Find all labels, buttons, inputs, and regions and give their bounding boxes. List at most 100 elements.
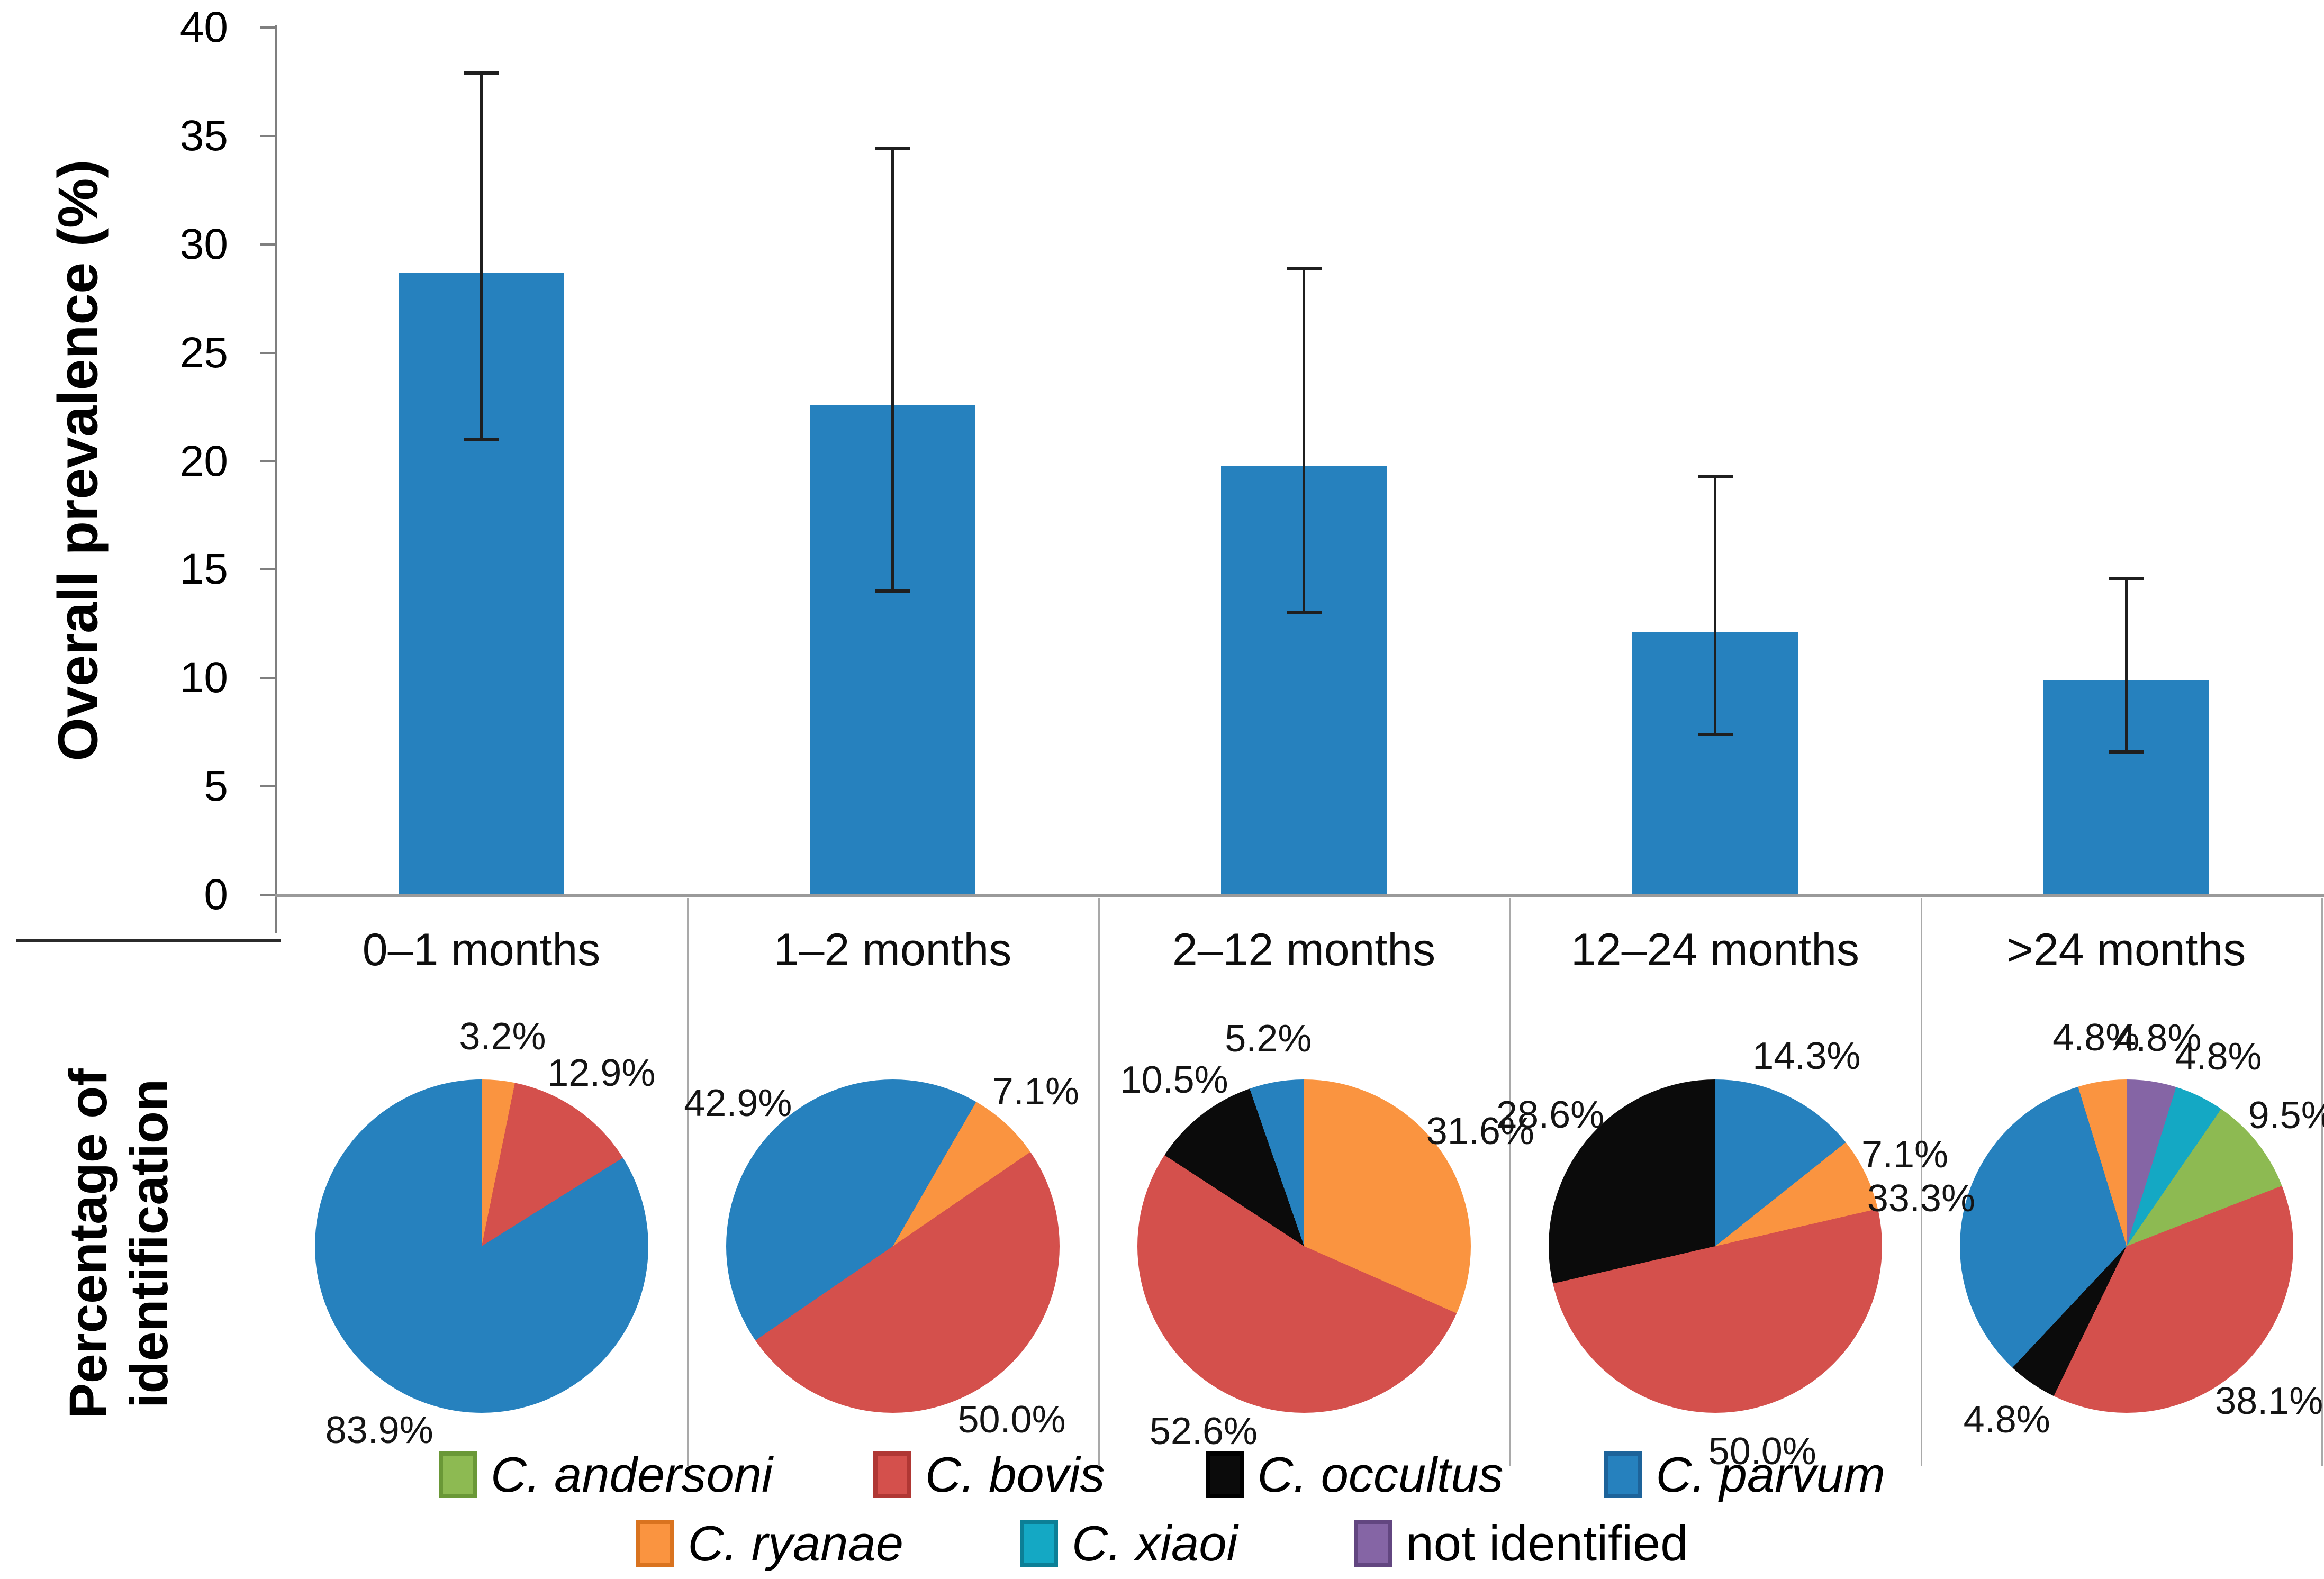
pie->24 months	[1959, 1079, 2293, 1413]
pie-slice-label-not identified: 4.8%	[2114, 1017, 2202, 1059]
legend-item-C. occultus: C. occultus	[1205, 1447, 1504, 1502]
pie-slice-label-C. bovis: 12.9%	[547, 1051, 656, 1094]
error-bar-cap-top	[875, 147, 910, 151]
error-bar-cap-bottom	[2109, 750, 2144, 754]
y-tick-mark	[260, 243, 276, 246]
legend-item-not identified: not identified	[1354, 1519, 1688, 1568]
pie-slice-label-C. xiaoi: 4.8%	[2175, 1036, 2262, 1078]
error-bar-line	[1714, 476, 1716, 734]
left-gutter-divider	[16, 939, 281, 942]
column-separator	[1509, 898, 1511, 1466]
legend-row-1: C. andersoni C. bovis C. occultus C. parvum	[0, 1446, 2324, 1504]
error-bar-cap-top	[1697, 475, 1733, 478]
legend-item-C. xiaoi: C. xiaoi	[1020, 1519, 1237, 1568]
y-tick-label: 40	[179, 3, 228, 51]
pie-row-title-line1: Percentage of	[59, 1068, 118, 1419]
error-bar-line	[1303, 268, 1305, 613]
pie-slice-label-C. ryanae: 7.1%	[992, 1070, 1079, 1113]
y-tick-label: 25	[179, 328, 228, 377]
pie-slice-label-C. bovis: 50.0%	[1708, 1430, 1816, 1473]
pie-slice-label-C. ryanae: 7.1%	[1861, 1133, 1949, 1176]
y-tick-label: 30	[179, 220, 228, 268]
error-bar-cap-bottom	[875, 589, 910, 593]
legend-row-2: C. ryanae C. xiaoi not identified	[0, 1514, 2324, 1573]
pie-slice-label-C. ryanae: 31.6%	[1426, 1110, 1534, 1153]
y-tick-mark	[260, 568, 276, 571]
y-tick-mark	[260, 351, 276, 354]
pie-slice-label-C. parvum: 83.9%	[325, 1409, 433, 1452]
y-tick-mark	[260, 894, 276, 896]
error-bar-cap-bottom	[464, 438, 499, 441]
y-axis-line	[275, 25, 277, 933]
y-tick-label: 20	[179, 437, 228, 485]
pie-slice-label-C. occultus: 28.6%	[1496, 1094, 1605, 1137]
legend-swatch-C. parvum	[1604, 1451, 1642, 1498]
pie-row-title-line2: identification	[120, 1078, 179, 1409]
legend-swatch-C. andersoni	[438, 1451, 477, 1498]
pie-slice-label-C. occultus: 10.5%	[1120, 1059, 1228, 1102]
column-separator	[687, 898, 689, 1466]
legend-label-C. andersoni: C. andersoni	[490, 1447, 773, 1502]
y-tick-label: 0	[204, 870, 228, 919]
error-bar-cap-bottom	[1697, 732, 1733, 736]
y-tick-mark	[260, 677, 276, 679]
y-tick-label: 10	[179, 654, 228, 702]
legend-swatch-C. xiaoi	[1020, 1520, 1058, 1567]
legend-swatch-C. occultus	[1205, 1451, 1244, 1498]
y-tick-label: 5	[204, 762, 228, 811]
legend-label-not identified: not identified	[1406, 1516, 1688, 1571]
legend-label-C. xiaoi: C. xiaoi	[1072, 1516, 1238, 1571]
legend-label-C. ryanae: C. ryanae	[688, 1516, 903, 1571]
error-bar-line	[2125, 578, 2128, 752]
column-separator	[1921, 898, 1922, 1466]
y-tick-mark	[260, 460, 276, 462]
legend-swatch-C. bovis	[873, 1451, 911, 1498]
pie-12–24 months	[1548, 1079, 1882, 1413]
x-axis-line	[275, 894, 2324, 897]
pie-1–2 months	[726, 1079, 1060, 1413]
pie-slice-label-C. bovis: 38.1%	[2215, 1380, 2323, 1422]
column-separator	[1098, 898, 1100, 1466]
x-axis-zero-stub	[275, 895, 277, 932]
pie-row-title: Percentage of identification	[58, 1068, 180, 1418]
pie-slice-label-C. parvum: 42.9%	[684, 1082, 792, 1124]
legend-label-C. parvum: C. parvum	[1656, 1447, 1886, 1502]
legend-item-C. parvum: C. parvum	[1604, 1450, 1885, 1500]
y-tick-mark	[260, 785, 276, 788]
x-axis-label-1–2 months: 1–2 months	[773, 924, 1012, 975]
legend-label-C. occultus: C. occultus	[1257, 1447, 1504, 1502]
error-bar-cap-top	[1286, 266, 1322, 270]
y-tick-mark	[260, 26, 276, 29]
error-bar-line	[480, 73, 483, 440]
pie-slice-label-C. parvum: 14.3%	[1752, 1035, 1861, 1078]
pie-slice-label-C. bovis: 52.6%	[1149, 1410, 1258, 1453]
pie-slice-label-C. parvum: 5.2%	[1225, 1017, 1312, 1060]
pie-slice-label-C. andersoni: 9.5%	[2248, 1094, 2324, 1137]
pie-slice-label-C. occultus: 4.8%	[1963, 1398, 2050, 1441]
x-axis-label-0–1 months: 0–1 months	[362, 924, 601, 975]
error-bar-cap-top	[464, 71, 499, 75]
column-separator-right-edge	[2321, 898, 2323, 1466]
y-tick-label: 35	[179, 111, 228, 160]
legend-swatch-C. ryanae	[636, 1520, 674, 1567]
pie-slice-label-C. ryanae: 4.8%	[2052, 1017, 2140, 1059]
x-axis-label-12–24 months: 12–24 months	[1570, 924, 1860, 975]
pie-0–1 months	[314, 1079, 648, 1413]
legend-item-C. ryanae: C. ryanae	[636, 1519, 903, 1568]
y-tick-mark	[260, 134, 276, 137]
legend-swatch-not identified	[1354, 1520, 1392, 1567]
x-axis-label-2–12 months: 2–12 months	[1172, 924, 1436, 975]
legend-label-C. bovis: C. bovis	[925, 1447, 1105, 1502]
pie-2–12 months	[1137, 1079, 1471, 1413]
pie-slice-label-C. parvum: 33.3%	[1867, 1177, 1975, 1220]
error-bar-cap-top	[2109, 576, 2144, 580]
legend-item-C. bovis: C. bovis	[873, 1450, 1105, 1500]
pie-slice-label-C. bovis: 50.0%	[957, 1399, 1066, 1441]
x-axis-label->24 months: >24 months	[2006, 924, 2246, 975]
y-tick-label: 15	[179, 545, 228, 594]
pie-slice-label-C. ryanae: 3.2%	[459, 1015, 546, 1058]
error-bar-line	[891, 149, 894, 592]
legend-item-C. andersoni: C. andersoni	[438, 1447, 773, 1502]
error-bar-cap-bottom	[1286, 611, 1322, 615]
